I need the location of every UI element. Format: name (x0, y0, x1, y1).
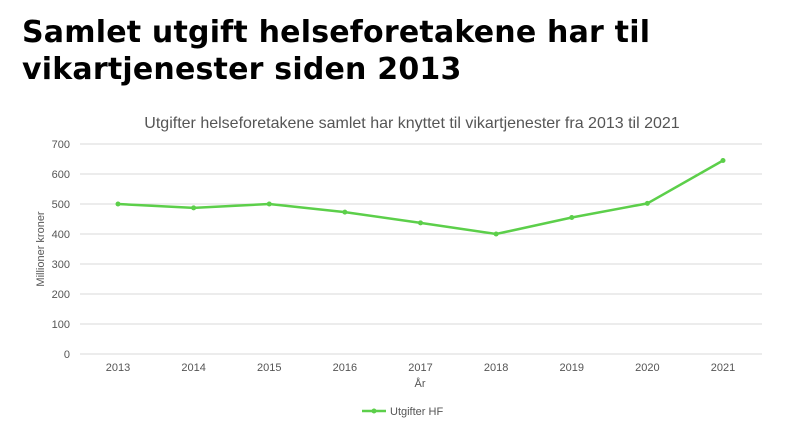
legend-marker (371, 408, 377, 414)
y-tick-label: 700 (52, 139, 70, 151)
x-tick-label: 2013 (106, 362, 130, 374)
x-tick-label: 2021 (711, 362, 735, 374)
data-point (342, 209, 348, 215)
x-tick-label: 2016 (333, 362, 357, 374)
data-point (115, 201, 121, 207)
x-tick-label: 2019 (560, 362, 584, 374)
x-axis-label: År (415, 377, 426, 390)
x-tick-label: 2014 (181, 362, 205, 374)
data-point (644, 200, 650, 206)
data-point (266, 201, 272, 207)
data-point (191, 205, 197, 211)
data-point (720, 158, 726, 163)
y-tick-label: 600 (52, 169, 70, 181)
chart-title: Utgifter helseforetakene samlet har knyt… (144, 115, 679, 132)
x-tick-label: 2015 (257, 362, 281, 374)
headline: Samlet utgift helseforetakene har til vi… (22, 15, 651, 87)
data-point (418, 220, 423, 226)
y-tick-label: 200 (52, 289, 70, 301)
legend-label: Utgifter HF (390, 406, 443, 418)
y-axis-label: Millioner kroner (35, 211, 47, 287)
y-tick-label: 0 (64, 349, 70, 361)
x-tick-label: 2017 (408, 362, 432, 374)
x-tick-label: 2018 (484, 362, 508, 374)
y-tick-label: 400 (52, 229, 70, 241)
y-tick-label: 300 (52, 259, 70, 271)
data-point (569, 215, 575, 220)
x-tick-label: 2020 (635, 362, 659, 374)
data-point (493, 231, 499, 237)
y-tick-label: 500 (52, 199, 70, 211)
y-tick-label: 100 (52, 319, 70, 331)
legend: Utgifter HF (362, 406, 443, 418)
